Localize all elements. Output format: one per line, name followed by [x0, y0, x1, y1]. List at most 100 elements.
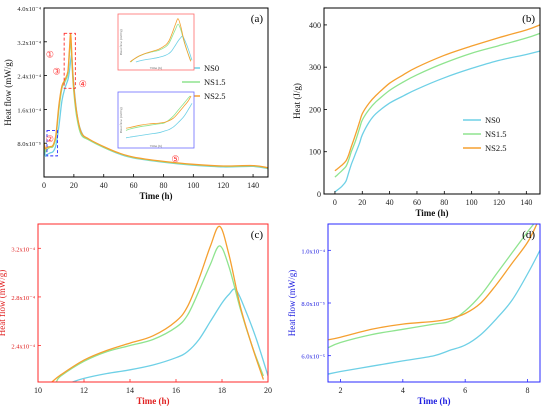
series-line-NS2_5 [334, 24, 540, 172]
y-tick-label: 8.0x10⁻⁵ [301, 301, 325, 308]
y-tick-label: 3.2x10⁻⁴ [11, 246, 35, 253]
x-tick-label: 10 [34, 386, 42, 395]
inset-line [135, 35, 193, 63]
series-line-NS1_5 [55, 245, 265, 382]
inset-peak: Time (h) Heat flow (mW/g) [117, 13, 195, 71]
x-tick-label: 140 [520, 198, 532, 207]
x-tick-label: 80 [159, 181, 167, 190]
panel-d: 2 4 6 8 6.0x10⁻⁵ 8.0x10⁻⁵ 1.0x10⁻⁴ Time (h) Heat… [287, 223, 541, 406]
series-group [51, 225, 268, 382]
stage-marker: ④ [79, 79, 87, 89]
y-tick-label: 0 [317, 190, 321, 199]
y-axis-label: Heat (J/g) [292, 83, 302, 119]
x-axis-label: Time (h) [417, 396, 450, 406]
x-tick-label: 18 [218, 386, 226, 395]
y-tick-label: 400 [309, 21, 321, 30]
x-tick-label: 140 [247, 181, 259, 190]
inset-y-label: Heat flow (mW/g) [119, 28, 123, 55]
plot-frame [43, 7, 269, 178]
x-tick-label: 4 [401, 386, 405, 395]
y-axis-label: Heat flow (mW/g) [3, 59, 13, 125]
stage-marker: ② [46, 134, 54, 144]
panel-label: (a) [251, 13, 264, 25]
inset-x-label: Time (h) [150, 144, 163, 148]
y-tick-label: 2.4x10⁻⁴ [17, 74, 41, 81]
x-axis-label: Time (h) [415, 208, 448, 218]
panel-c: 10 12 14 16 18 20 2.4x10⁻⁴ 2.8x10⁻⁴ 3.2x10⁻⁴ Time… [0, 223, 272, 406]
x-tick-label: 120 [217, 181, 229, 190]
x-tick-label: 0 [42, 181, 46, 190]
zoom-box-blue [46, 130, 58, 157]
x-tick-label: 20 [70, 181, 78, 190]
x-tick-label: 14 [126, 386, 134, 395]
x-tick-label: 60 [130, 181, 138, 190]
x-tick-label: 40 [386, 198, 394, 207]
x-tick-label: 2 [338, 386, 342, 395]
x-tick-label: 8 [526, 386, 530, 395]
inset-frame [117, 91, 195, 149]
legend-entry: NS0 [204, 63, 219, 73]
series-line-NS1_5 [328, 224, 535, 349]
y-tick-label: 1.6x10⁻⁴ [17, 107, 41, 114]
inset-x-label: Time (h) [150, 66, 163, 70]
x-tick-label: 20 [358, 198, 366, 207]
legend-entry: NS0 [485, 115, 500, 125]
zoom-box-red [63, 32, 76, 89]
y-tick-label: 4.0x10⁻⁴ [17, 6, 41, 13]
x-tick-label: 6 [463, 386, 467, 395]
x-tick-label: 40 [100, 181, 108, 190]
y-tick-label: 2.4x10⁻⁴ [11, 344, 35, 351]
legend-entry: NS2.5 [204, 91, 226, 101]
legend-entry: NS2.5 [485, 143, 507, 153]
series-line-NS0 [328, 249, 540, 375]
y-tick-label: 1.0x10⁻⁴ [301, 248, 325, 255]
series-line-NS0 [72, 288, 268, 382]
inset-line [129, 18, 192, 63]
stage-marker: ⑤ [171, 154, 179, 164]
y-axis-label: Heat flow (mW/g) [287, 270, 297, 336]
x-tick-label: 100 [466, 198, 478, 207]
legend-entry: NS1.5 [485, 129, 507, 139]
x-tick-label: 100 [187, 181, 199, 190]
x-tick-label: 120 [493, 198, 505, 207]
panel-label: (c) [251, 229, 264, 241]
y-tick-label: 3.2x10⁻⁴ [17, 40, 41, 47]
plot-frame [37, 223, 269, 383]
stage-marker: ① [46, 49, 54, 59]
y-axis-label: Heat flow (mW/g) [0, 270, 7, 336]
inset-y-label: Heat flow (mW/g) [119, 106, 123, 133]
x-tick-label: 0 [333, 198, 337, 207]
y-tick-label: 200 [309, 105, 321, 114]
panel-label: (d) [522, 229, 535, 241]
y-tick-label: 6.0x10⁻⁵ [301, 354, 325, 361]
x-tick-label: 12 [80, 386, 88, 395]
y-tick-label: 100 [309, 148, 321, 157]
stage-marker: ③ [53, 66, 61, 76]
x-tick-label: 60 [413, 198, 421, 207]
plot-frame [327, 223, 541, 383]
inset-frame [117, 13, 195, 71]
x-axis-label: Time (h) [136, 396, 169, 406]
series-group [334, 24, 540, 193]
legend: NS0 NS1.5 NS2.5 [463, 115, 507, 153]
x-axis-label: Time (h) [139, 191, 172, 201]
x-tick-label: 80 [440, 198, 448, 207]
annotations: ① ② ③ ④ ⑤ Time (h) Heat flow (mW/g) Time (h) Hea… [46, 13, 195, 164]
x-tick-label: 16 [172, 386, 180, 395]
series-line-NS2_5 [44, 33, 268, 169]
series-line-NS2_5 [51, 225, 265, 382]
y-tick-label: 8.0x10⁻⁵ [17, 141, 41, 148]
series-line-NS0 [334, 50, 540, 193]
panel-b: 0 20 40 60 80 100 120 140 0 100 200 300 400 Time (h) H… [292, 7, 541, 218]
y-tick-label: 300 [309, 63, 321, 72]
series-group [328, 224, 540, 375]
series-group [44, 33, 268, 170]
legend-entry: NS1.5 [204, 77, 226, 87]
inset-line [125, 103, 193, 139]
plot-frame [323, 7, 541, 195]
series-line-NS2_5 [328, 224, 538, 341]
series-line-NS1_5 [334, 32, 540, 178]
x-tick-label: 20 [264, 386, 272, 395]
panel-a: 0 20 40 60 80 100 120 140 8.0x10⁻⁵ 1.6x10⁻⁴ 2.4x10… [3, 6, 269, 201]
